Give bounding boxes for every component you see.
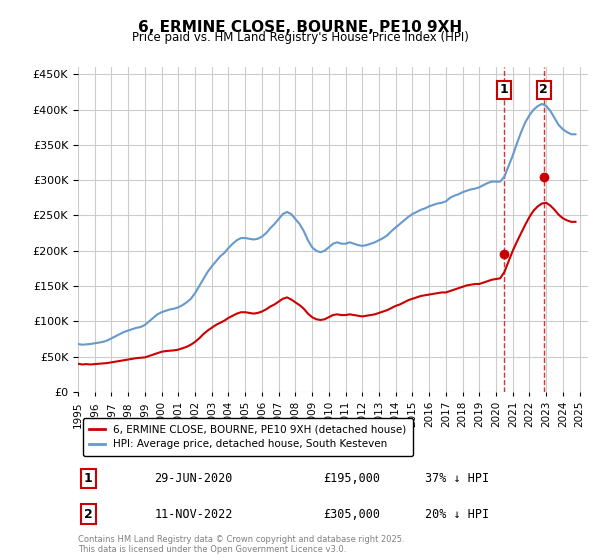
Text: Price paid vs. HM Land Registry's House Price Index (HPI): Price paid vs. HM Land Registry's House … [131,31,469,44]
Text: Contains HM Land Registry data © Crown copyright and database right 2025.
This d: Contains HM Land Registry data © Crown c… [78,535,404,554]
Text: 29-JUN-2020: 29-JUN-2020 [155,472,233,486]
Text: 1: 1 [500,83,509,96]
Text: £305,000: £305,000 [323,507,380,521]
Legend: 6, ERMINE CLOSE, BOURNE, PE10 9XH (detached house), HPI: Average price, detached: 6, ERMINE CLOSE, BOURNE, PE10 9XH (detac… [83,418,413,456]
Text: 2: 2 [84,507,92,521]
Text: 2: 2 [539,83,548,96]
Text: 20% ↓ HPI: 20% ↓ HPI [425,507,489,521]
Text: £195,000: £195,000 [323,472,380,486]
Text: 11-NOV-2022: 11-NOV-2022 [155,507,233,521]
Text: 6, ERMINE CLOSE, BOURNE, PE10 9XH: 6, ERMINE CLOSE, BOURNE, PE10 9XH [138,20,462,35]
Text: 37% ↓ HPI: 37% ↓ HPI [425,472,489,486]
Text: 1: 1 [84,472,92,486]
